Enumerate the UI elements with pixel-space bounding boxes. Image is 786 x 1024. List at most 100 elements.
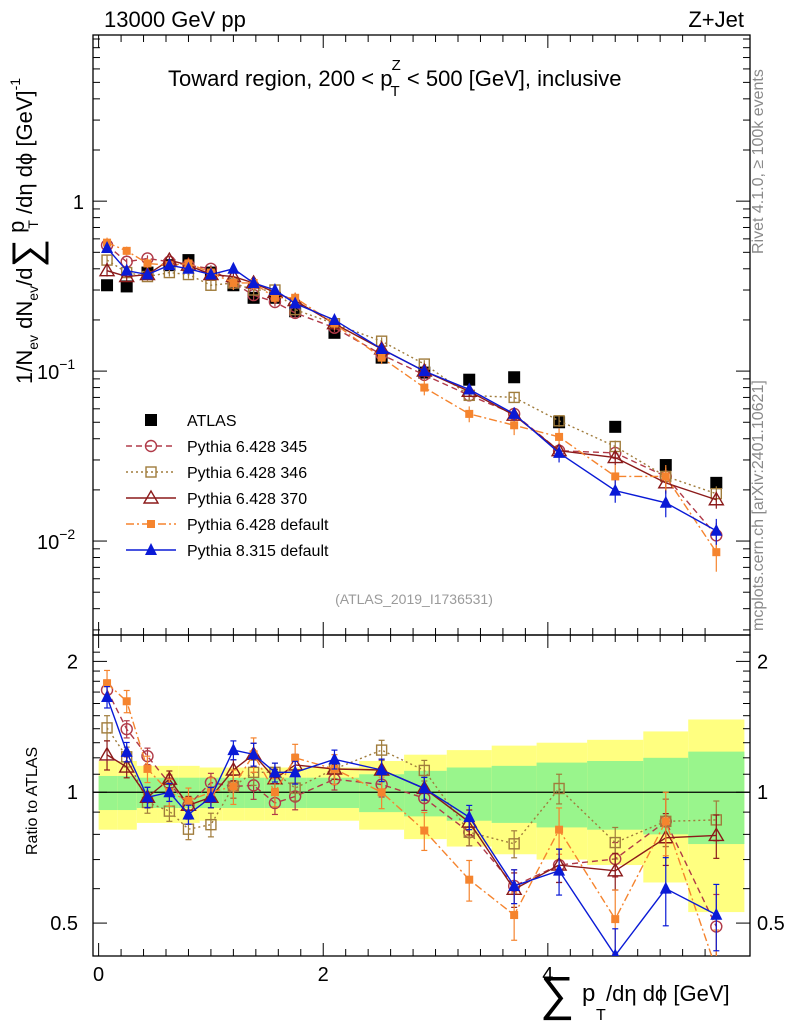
legend-label: Pythia 6.428 370 — [187, 491, 307, 508]
stat-band-bin — [491, 765, 537, 823]
series-5-point — [328, 312, 341, 325]
series-5-ratio-point — [508, 878, 521, 891]
x-axis-label: ∑ p T /dη dϕ [GeV] — [540, 968, 730, 1024]
series-2-ratio-point — [375, 744, 388, 756]
series-4-point — [377, 353, 386, 362]
series-5-ratio-point — [463, 810, 476, 823]
series-5-ratio-point — [418, 781, 431, 794]
series-4-ratio-point — [291, 753, 300, 762]
series-2-ratio-point — [553, 782, 565, 795]
series-5-ratio-point — [141, 790, 154, 803]
series-2-point — [553, 415, 565, 427]
plot-title: Toward region, 200 < p TZ < 500 [GeV], in… — [168, 57, 622, 100]
atlas-point — [463, 373, 476, 386]
series-5-ratio-point — [247, 747, 260, 760]
stat-band-bin — [117, 775, 137, 811]
series-5-point — [204, 267, 217, 280]
series-5-point — [101, 241, 114, 254]
series-5-point — [508, 406, 521, 419]
svg-text:1/Nev dNev/d∑ pT /dη dϕ [GeV]: 1/Nev dNev/d∑ pT /dη dϕ [GeV]-1 — [4, 78, 49, 384]
series-5-line — [106, 247, 717, 532]
series-4-ratio-point — [143, 764, 152, 773]
atlas-point — [120, 280, 133, 293]
series-4-point — [229, 278, 238, 287]
legend-item: Pythia 6.428 370 — [126, 489, 307, 508]
stat-band-bin — [587, 760, 644, 830]
title-sub: T — [390, 83, 399, 100]
series-5-point — [659, 495, 672, 508]
series-4-ratio-point — [555, 825, 564, 834]
svg-text:∑: ∑ — [540, 968, 574, 1021]
series-4-point — [611, 472, 620, 481]
series-5-point — [268, 283, 281, 296]
atlas-point — [101, 279, 114, 292]
series-3-ratio-point — [708, 827, 725, 842]
series-4-ratio-point — [184, 796, 193, 805]
series-4-point — [420, 383, 429, 392]
main-panel: 1 10−1 10−2 — [37, 34, 751, 956]
series-2-line — [106, 259, 717, 495]
stat-band-bin — [98, 775, 118, 811]
series-4-ratio-point — [661, 817, 670, 826]
series-4-ratio-point — [510, 911, 519, 920]
title-sup: Z — [392, 57, 401, 74]
series-4-ratio-point — [122, 697, 131, 706]
uncertainty-bands — [98, 719, 745, 913]
series-5-point — [227, 261, 240, 274]
x-tick-label: 4 — [542, 964, 553, 986]
series-5-ratio-point — [182, 807, 195, 820]
stat-band-bin — [244, 777, 265, 808]
series-5-point — [375, 341, 388, 354]
series-3-line — [106, 259, 717, 501]
series-3-point — [708, 491, 725, 506]
x-tick-label: 2 — [318, 964, 329, 986]
series-5-point — [182, 261, 195, 274]
series-4-point — [661, 472, 670, 481]
analysis-id: (ATLAS_2019_I1736531) — [335, 591, 493, 607]
atlas-point — [710, 476, 723, 489]
series-2-point — [205, 279, 217, 291]
title-tail: < 500 [GeV], inclusive — [401, 66, 622, 91]
series-2-ratio-point — [418, 764, 431, 777]
legend-label: ATLAS — [187, 413, 237, 430]
series-5-ratio-point — [289, 765, 302, 778]
series-5-ratio-point — [659, 881, 672, 894]
title-main: Toward region, 200 < p — [168, 66, 392, 91]
series-4-ratio-point — [465, 875, 474, 884]
svg-text:/dη dϕ [GeV]: /dη dϕ [GeV] — [606, 981, 730, 1006]
series-2-ratio-point — [609, 836, 621, 849]
ratio-y-tick-label: 2 — [67, 651, 78, 673]
legend-label: Pythia 6.428 default — [187, 517, 329, 534]
series-2-point — [508, 391, 520, 404]
series-3-ratio-point — [118, 758, 135, 773]
series-5-ratio-point — [268, 765, 281, 778]
series-4-point — [270, 293, 279, 302]
legend-item: ATLAS — [145, 413, 237, 430]
series-5-point — [609, 483, 622, 496]
legend-marker — [145, 466, 157, 478]
series-5-ratio-point — [227, 743, 240, 756]
ratio-frame — [92, 634, 751, 957]
series-5-ratio-point — [375, 763, 388, 776]
series-2-point — [101, 254, 113, 266]
mcplots-label: mcplots.cern.ch [arXiv:2401.10621] — [750, 380, 767, 631]
series-4-point — [465, 409, 474, 418]
series-4-ratio-point — [611, 915, 620, 924]
series-5-point — [247, 275, 260, 288]
legend-item: Pythia 6.428 346 — [126, 465, 307, 482]
series-5-ratio-point — [163, 785, 176, 798]
series-4-point — [555, 432, 564, 441]
ratio-series-group — [98, 669, 725, 956]
y-tick-label: 10−2 — [37, 526, 75, 554]
series-5-point — [120, 263, 133, 276]
ratio-panel: 0 2 4 2 2 1 1 0.5 0.5 — [50, 634, 785, 986]
series-4-point — [143, 259, 152, 268]
series-3-point — [607, 449, 624, 464]
series-5-point — [553, 445, 566, 458]
series-4-point — [510, 421, 519, 430]
series-4-ratio-point — [103, 679, 112, 688]
series-2-ratio-point — [205, 818, 217, 831]
series-3-ratio-point — [607, 862, 624, 877]
svg-text:p: p — [582, 980, 595, 1007]
